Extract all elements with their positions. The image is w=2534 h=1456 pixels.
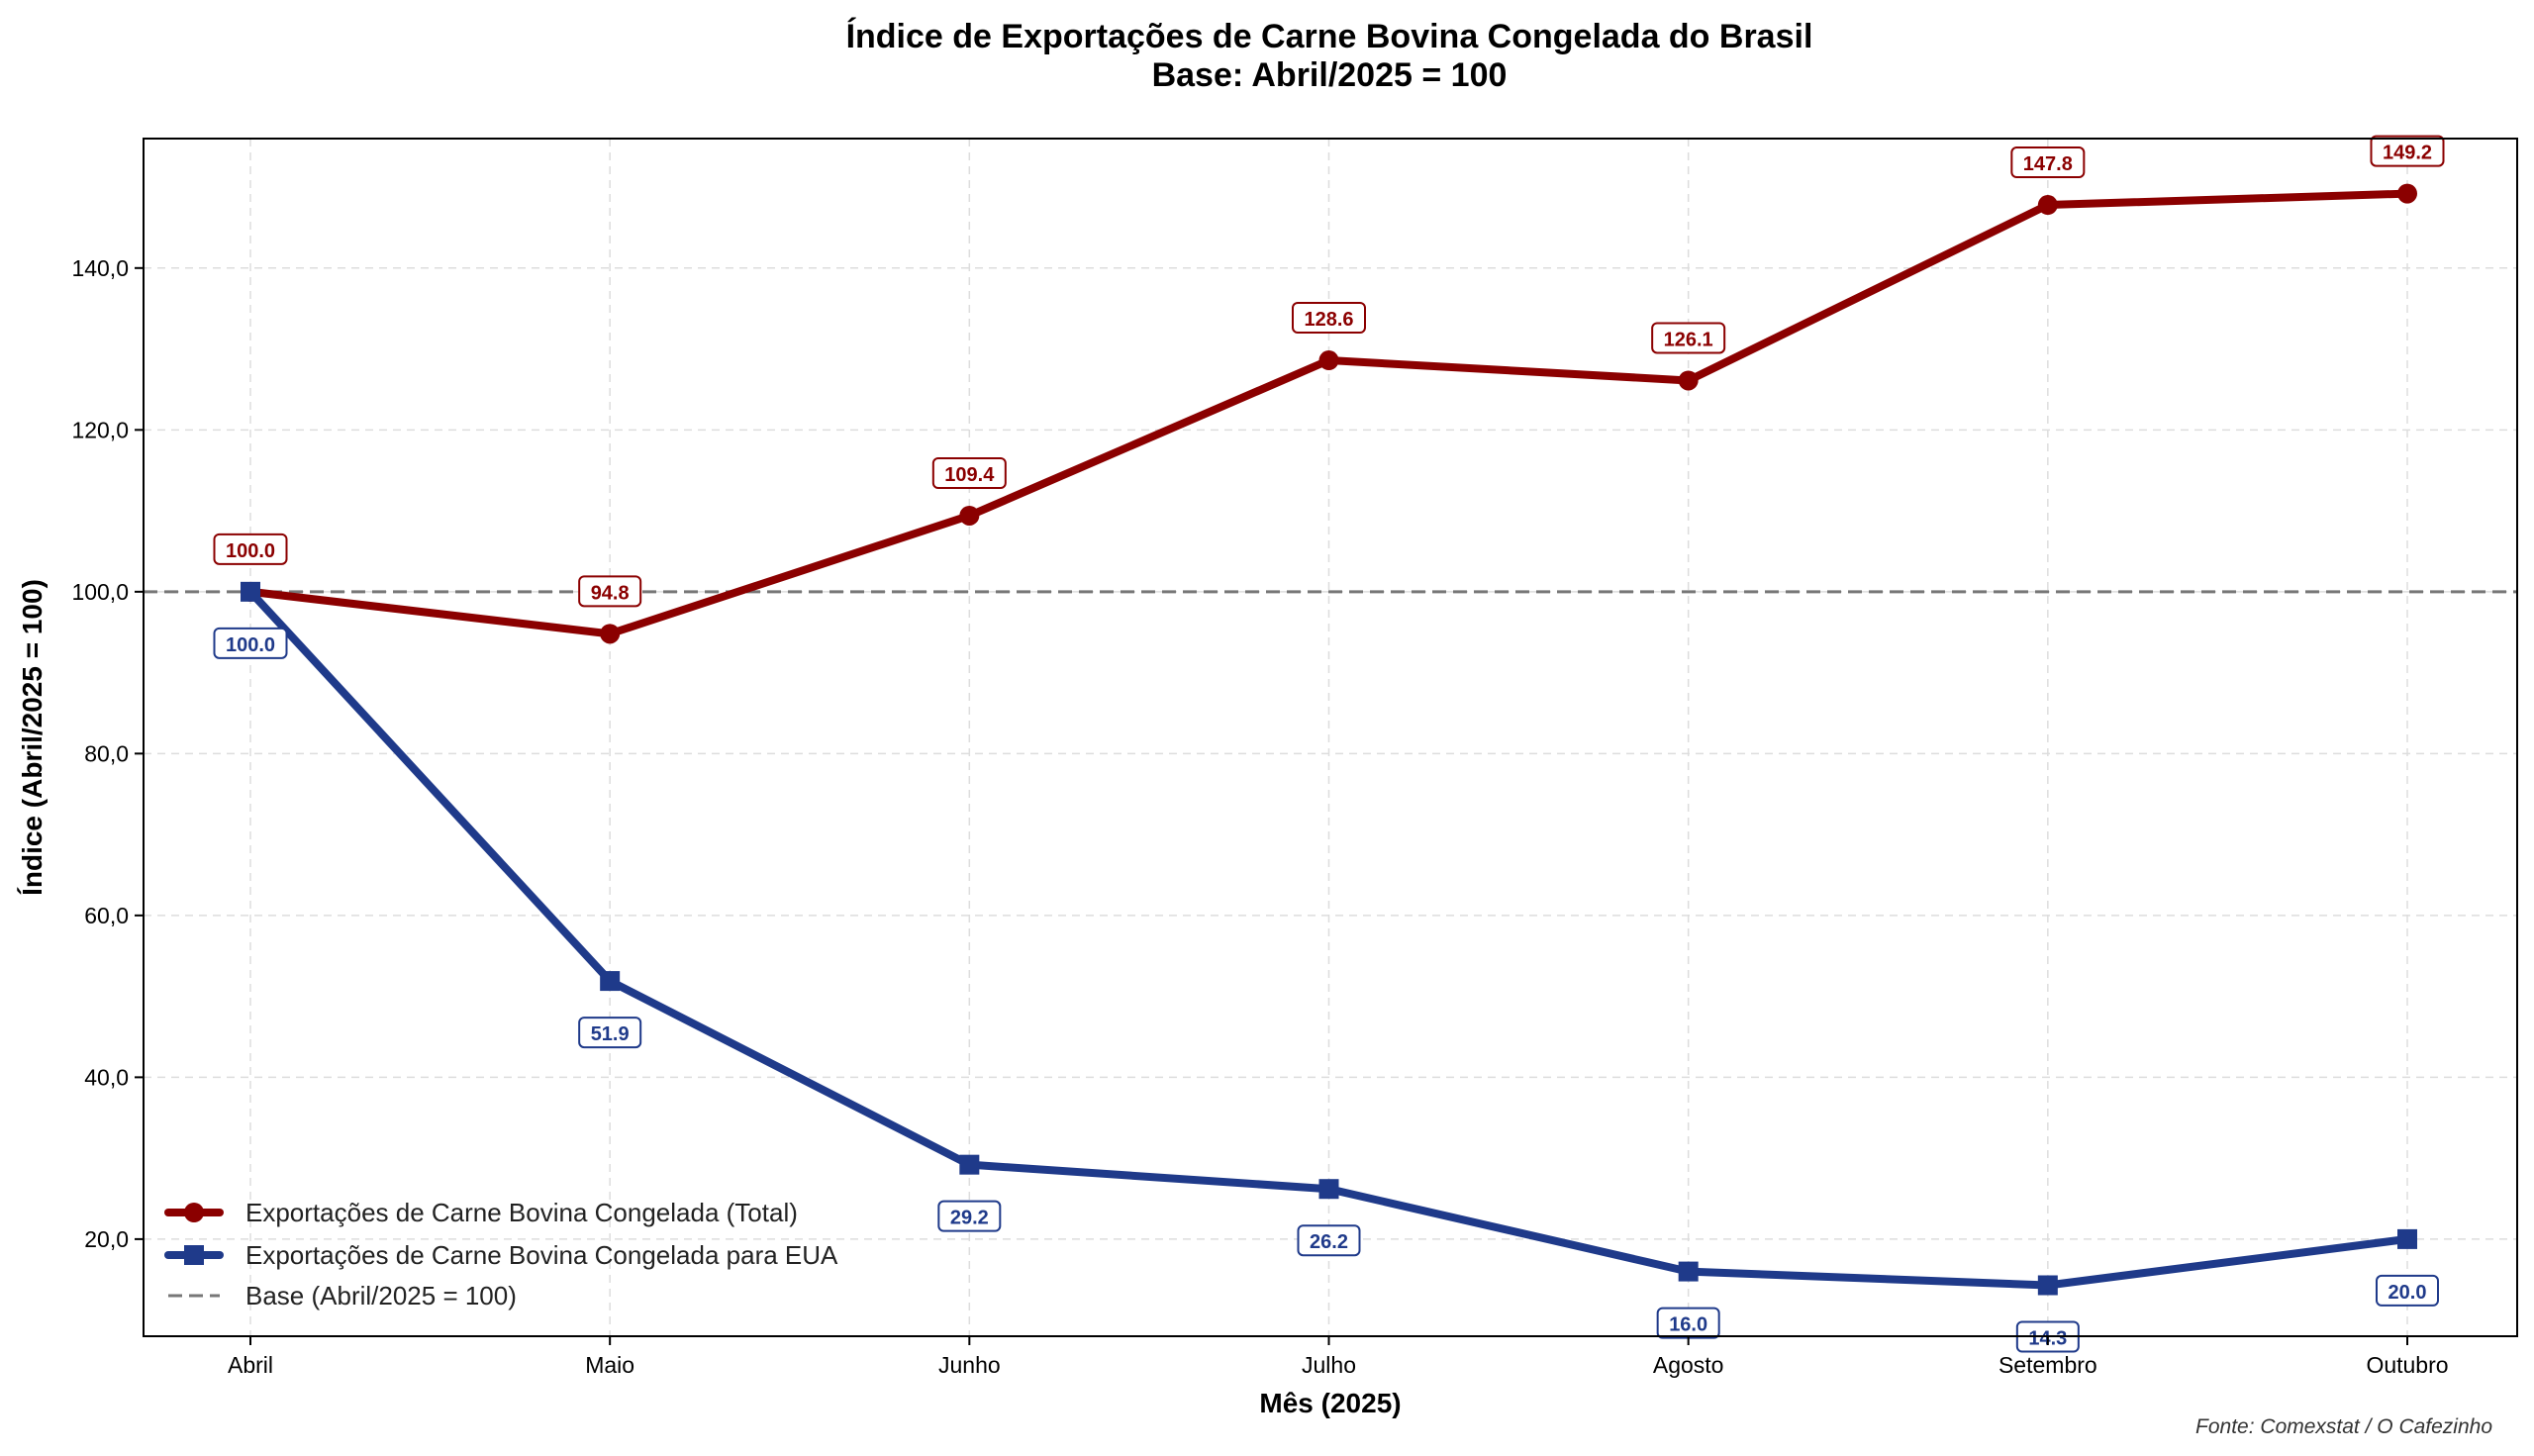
point-eua [2037, 1275, 2058, 1296]
point-total [2037, 195, 2058, 216]
y-tick-label: 100,0 [71, 579, 129, 605]
chart-subtitle: Base: Abril/2025 = 100 [1152, 56, 1508, 94]
point-total [600, 624, 621, 644]
x-tick-label: Julho [1302, 1352, 1356, 1378]
data-label-box [213, 627, 288, 659]
legend-entry-label: Base (Abril/2025 = 100) [245, 1281, 517, 1310]
data-label-text: 100.0 [226, 540, 275, 562]
chart-title: Índice de Exportações de Carne Bovina Co… [846, 18, 1813, 55]
data-label-box [1651, 322, 1726, 354]
data-label-text: 128.6 [1304, 309, 1353, 331]
y-tick-label: 60,0 [84, 903, 129, 928]
plot-frame [143, 138, 2518, 1337]
data-label-box [1292, 302, 1366, 335]
x-axis-label: Mês (2025) [1259, 1388, 1401, 1418]
point-eua [1318, 1179, 1339, 1200]
x-tick-label: Agosto [1653, 1352, 1724, 1378]
data-label-total: 100.0 [213, 533, 288, 565]
data-label-text: 26.2 [1310, 1231, 1348, 1253]
data-label-text: 100.0 [226, 634, 275, 656]
data-label-box [931, 456, 1007, 489]
legend: Exportações de Carne Bovina Congelada (T… [164, 1198, 838, 1310]
x-tick-label: Abril [228, 1352, 273, 1378]
point-eua [1678, 1261, 1699, 1282]
x-tick-label: Junho [938, 1352, 1001, 1378]
data-label-eua: 26.2 [1297, 1224, 1361, 1257]
data-label-eua: 29.2 [937, 1200, 1002, 1232]
x-tick-label: Setembro [1998, 1352, 2097, 1378]
data-label-box [2370, 135, 2445, 167]
point-eua [2397, 1228, 2417, 1249]
y-axis-label: Índice (Abril/2025 = 100) [17, 579, 48, 896]
data-label-box [578, 575, 642, 608]
x-tick-label: Outubro [2366, 1352, 2448, 1378]
data-label-eua: 51.9 [578, 1017, 642, 1049]
data-label-text: 126.1 [1664, 329, 1713, 350]
y-tick-label: 80,0 [84, 740, 129, 766]
data-label-text: 16.0 [1669, 1314, 1707, 1336]
data-label-total: 94.8 [578, 575, 642, 608]
y-tick-label: 140,0 [71, 255, 129, 281]
y-tick-label: 40,0 [84, 1064, 129, 1090]
point-total [959, 505, 980, 526]
x-tick-label: Maio [585, 1352, 634, 1378]
legend-marker-square [184, 1245, 204, 1265]
data-label-eua: 100.0 [213, 627, 288, 659]
data-label-box [578, 1017, 642, 1049]
point-total [1678, 370, 1699, 391]
point-total [1318, 350, 1339, 371]
data-label-text: 29.2 [950, 1208, 989, 1229]
data-label-text: 20.0 [2388, 1282, 2427, 1304]
data-label-box [1297, 1224, 1361, 1257]
data-label-box [2376, 1274, 2439, 1307]
legend-entry-label: Exportações de Carne Bovina Congelada pa… [245, 1240, 838, 1270]
data-label-eua: 20.0 [2376, 1274, 2439, 1307]
source-note: Fonte: Comexstat / O Cafezinho [2195, 1415, 2492, 1438]
data-label-total: 128.6 [1292, 302, 1366, 335]
y-tick-label: 120,0 [71, 417, 129, 442]
y-tick-label: 20,0 [84, 1226, 129, 1252]
legend-entry-label: Exportações de Carne Bovina Congelada (T… [245, 1198, 798, 1227]
point-eua [959, 1154, 980, 1175]
data-label-text: 109.4 [944, 464, 995, 486]
data-label-text: 149.2 [2383, 143, 2432, 164]
data-label-text: 51.9 [591, 1023, 630, 1045]
series-markers [241, 183, 2417, 1296]
point-eua [241, 581, 260, 602]
series-line-total [246, 189, 2411, 638]
data-label-box [213, 533, 288, 565]
data-label-box [2010, 146, 2086, 179]
data-label-text: 94.8 [591, 582, 630, 604]
x-axis: Abril Maio Junho Julho Agosto Setembro Outubro [228, 1336, 2449, 1378]
point-eua [600, 971, 621, 992]
data-label-total: 109.4 [931, 456, 1007, 489]
data-label-total: 147.8 [2010, 146, 2086, 179]
point-total [2397, 183, 2417, 204]
legend-marker-circle [184, 1203, 204, 1222]
data-label-eua: 16.0 [1656, 1307, 1720, 1339]
data-label-total: 149.2 [2370, 135, 2445, 167]
data-label-text: 147.8 [2023, 153, 2073, 175]
data-label-total: 126.1 [1651, 322, 1726, 354]
data-label-box [937, 1200, 1002, 1232]
y-axis: 20,0 40,0 60,0 80,0 100,0 120,0 140,0 [71, 255, 144, 1252]
